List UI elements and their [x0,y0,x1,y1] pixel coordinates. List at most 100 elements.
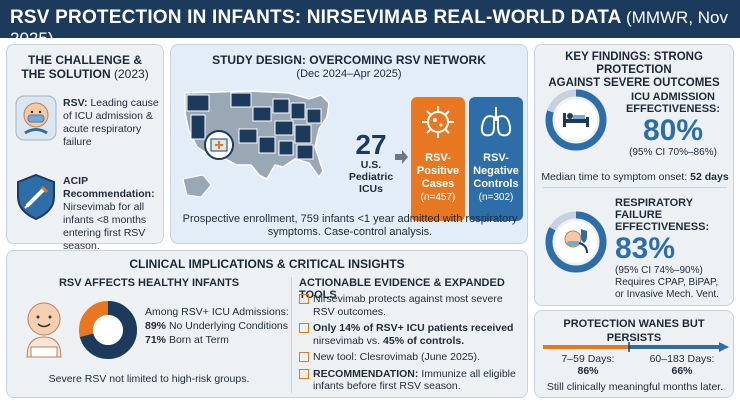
rsv-label: RSV: [63,97,88,109]
rsv-text: Leading cause of ICU admission & acute r… [63,97,159,148]
rsv-negative-controls-box: RSV- Negative Controls (n=302) [469,97,523,221]
happy-infant-icon [19,299,69,364]
stat2-text: Born at Term [168,334,229,346]
healthy-stats: Among RSV+ ICU Admissions: 89% No Underl… [145,305,289,347]
challenge-title-line2: THE SOLUTION [21,67,111,81]
icu-count-number: 27 [355,129,387,160]
wanes-period-2-label: 60–183 Days: [649,353,715,365]
onset-value: 52 days [690,171,729,183]
virus-icon [422,106,454,138]
wanes-period-1-value: 86% [577,365,599,377]
severe-note: Severe RSV not limited to high-risk grou… [48,373,250,385]
findings-title-line2: AGAINST SEVERE OUTCOMES [548,77,720,89]
key-findings-panel: KEY FINDINGS: STRONG PROTECTION AGAINST … [534,44,734,306]
challenge-title: THE CHALLENGE & THE SOLUTION (2023) [7,53,163,81]
findings-title-line1: KEY FINDINGS: STRONG PROTECTION [565,51,703,76]
wanes-note: Still clinically meaningful months later… [546,381,724,393]
implications-panel: CLINICAL IMPLICATIONS & CRITICAL INSIGHT… [6,250,528,398]
rsv-negative-label3: Controls [473,178,519,190]
wanes-period-1-label: 7–59 Days: [561,353,615,365]
wanes-panel: PROTECTION WANES BUT PERSISTS 7–59 Days:… [534,310,734,398]
check-icon [299,352,309,362]
rsv-positive-label3: Cases [421,178,455,190]
onset-label: Median time to symptom onset: [541,171,688,183]
acip-text: Nirsevimab for all infants <8 months ent… [63,201,147,252]
icu-effectiveness-text: ICU ADMISSION EFFECTIVENESS: 80% (95% CI… [615,91,731,158]
evidence-item-4-rest: Immunize all eligible infants before fir… [313,367,516,393]
rsv-positive-label2: Positive [416,165,460,177]
rsv-description: RSV: Leading cause of ICU admission & ac… [63,97,161,149]
evidence-item: New tool: Clesrovimab (June 2025). [299,351,525,364]
rsv-negative-label1: RSV- [483,152,509,164]
rsv-positive-label1: RSV- [425,152,451,164]
evidence-item: Only 14% of RSV+ ICU patients received n… [299,322,525,347]
rf-note1: Requires CPAP, BiPAP, [615,277,719,288]
findings-divider [543,187,727,188]
rf-note2: or Invasive Mech. Vent. [615,289,719,300]
page-title: RSV PROTECTION IN INFANTS: NIRSEVIMAB RE… [10,7,622,28]
evidence-list: Nirsevimab protects against most severe … [299,293,525,393]
stat1-percent: 89% [145,320,167,332]
rf-heading1: RESPIRATORY FAILURE [615,197,693,221]
check-icon [299,368,309,379]
challenge-year: (2023) [114,67,149,81]
wanes-period-2-value: 66% [671,365,693,377]
rsv-positive-n: (n=457) [420,192,456,203]
evidence-item: RECOMMENDATION: Immunize all eligible in… [299,368,525,393]
check-icon [299,294,309,304]
icu-count-label3: ICUs [359,183,383,195]
rsv-positive-cases-box: RSV- Positive Cases (n=457) [411,97,465,221]
check-icon [299,323,309,333]
onset-line: Median time to symptom onset: 52 days [539,171,731,183]
sick-infant-icon [15,95,57,141]
evidence-item-2-rest: nirsevimab vs. [313,334,381,347]
icu-heading2: EFFECTIVENESS: [625,103,721,115]
rf-heading2: EFFECTIVENESS: [615,221,710,233]
icu-percent: 80% [642,114,704,147]
implications-divider [291,277,292,393]
wanes-period-1: 7–59 Days: 86% [543,353,633,377]
evidence-item: Nirsevimab protects against most severe … [299,293,525,318]
source-citation: (MMWR, Nov 2025) [10,8,728,48]
acip-label: ACIP Recommendation: [63,175,155,200]
wanes-timeline [543,339,729,352]
stat1-text: No Underlying Conditions [168,320,289,332]
wanes-period-2: 60–183 Days: 66% [635,353,729,377]
page-header: RSV PROTECTION IN INFANTS: NIRSEVIMAB RE… [0,0,740,48]
evidence-item-3: New tool: Clesrovimab (June 2025). [313,351,480,363]
hospital-bed-icon [563,113,589,127]
implications-title: CLINICAL IMPLICATIONS & CRITICAL INSIGHT… [129,257,405,271]
icu-count-label1: U.S. [360,159,382,171]
evidence-item-2: Only 14% of RSV+ ICU patients received n… [313,322,525,347]
evidence-item-1: Nirsevimab protects against most severe … [313,293,503,318]
study-description-line1: Prospective enrollment, 759 infants <1 y… [182,213,518,225]
study-description: Prospective enrollment, 759 infants <1 y… [177,213,523,239]
evidence-item-2-bold: Only 14% of RSV+ ICU patients received [313,322,514,334]
rf-ci: (95% CI 74%–90%) [615,265,703,276]
challenge-panel: THE CHALLENGE & THE SOLUTION (2023) RSV:… [6,44,164,252]
icu-effectiveness-gauge [545,89,607,151]
infant-ventilator-icon [564,229,588,254]
lungs-icon [480,107,512,137]
icu-heading1: ICU ADMISSION [631,91,715,103]
study-description-line2: symptoms. Case-control analysis. [267,226,433,238]
evidence-item-4: RECOMMENDATION: Immunize all eligible in… [313,368,525,393]
wanes-title: PROTECTION WANES BUT PERSISTS [563,318,705,344]
healthy-infants-donut [79,301,137,359]
study-design-panel: STUDY DESIGN: OVERCOMING RSV NETWORK (De… [170,44,528,244]
findings-title: KEY FINDINGS: STRONG PROTECTION AGAINST … [535,51,733,90]
rsv-negative-n: (n=302) [478,192,514,203]
shield-syringe-icon [15,173,57,221]
study-dates: (Dec 2024–Apr 2025) [296,68,402,80]
icu-count: 27 U.S. Pediatric ICUs [345,129,397,196]
rf-effectiveness-text: RESPIRATORY FAILURE EFFECTIVENESS: 83% (… [615,197,731,301]
study-arrow-icon [395,149,409,170]
challenge-title-line1: THE CHALLENGE & [28,53,142,67]
stat2-percent: 71% [145,334,167,346]
rf-percent: 83% [615,232,676,265]
evidence-item-2-bold2: 45% of controls. [383,334,465,347]
icu-ci: (95% CI 70%–86%) [629,147,717,158]
evidence-item-4-bold: RECOMMENDATION: [313,367,419,380]
rsv-negative-label2: Negative [473,165,519,177]
among-label: Among RSV+ ICU Admissions: [145,306,289,318]
